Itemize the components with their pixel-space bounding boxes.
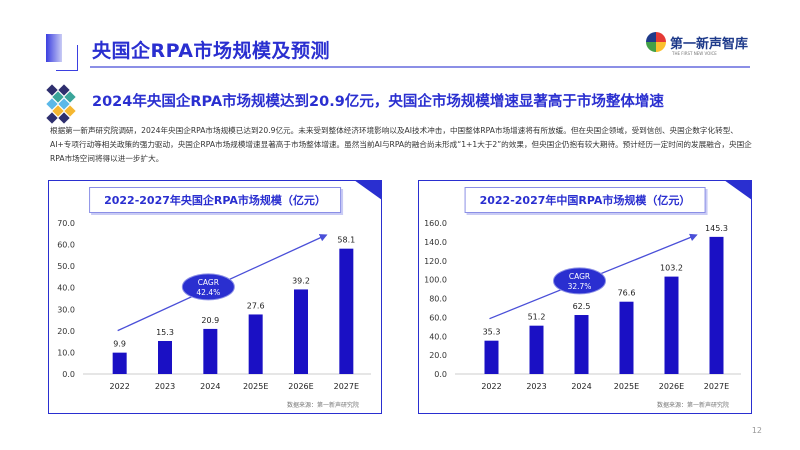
cagr-label: CAGR <box>569 272 590 281</box>
chart-svg: 0.0 10.0 20.0 30.0 40.0 50.0 60.0 70.0 9.9 2022 15… <box>57 219 371 391</box>
bar <box>529 325 544 374</box>
x-tick-label: 2024 <box>200 382 220 391</box>
data-label: 27.6 <box>247 301 265 310</box>
chart-source: 数据来源：第一新声研究院 <box>286 402 359 409</box>
y-tick-label: 140.0 <box>424 238 447 247</box>
x-tick-label: 2025E <box>243 382 268 391</box>
data-label: 76.6 <box>618 289 636 298</box>
bar <box>619 301 634 374</box>
bar <box>248 314 263 374</box>
data-label: 103.2 <box>660 264 683 273</box>
cagr-badge <box>181 273 235 301</box>
logo: 第一新声智库 <box>646 32 748 52</box>
x-tick-label: 2023 <box>526 382 546 391</box>
bar <box>664 276 679 374</box>
y-tick-label: 80.0 <box>429 295 447 304</box>
data-label: 145.3 <box>705 224 728 233</box>
title-decoration-frame <box>56 45 78 71</box>
corner-decoration <box>354 180 382 200</box>
y-tick-label: 20.0 <box>429 351 447 360</box>
chart-panel-soe-rpa: 0.0 10.0 20.0 30.0 40.0 50.0 60.0 70.0 9.9 2022 15… <box>48 180 382 414</box>
x-tick-label: 2022 <box>109 382 129 391</box>
section-subtitle: 2024年央国企RPA市场规模达到20.9亿元，央国企市场规模增速显著高于市场整… <box>92 94 664 110</box>
cagr-label: CAGR <box>198 278 219 287</box>
bar <box>112 352 127 374</box>
chart-panel-china-rpa: 0.0 20.0 40.0 60.0 80.0 100.0 120.0 140.0 160.0 3… <box>418 180 752 414</box>
y-tick-label: 0.0 <box>62 370 75 379</box>
data-label: 35.3 <box>483 328 501 337</box>
y-tick-label: 40.0 <box>57 284 75 293</box>
y-tick-label: 30.0 <box>57 305 75 314</box>
y-tick-label: 160.0 <box>424 219 447 228</box>
y-tick-label: 100.0 <box>424 276 447 285</box>
chart-svg: 0.0 20.0 40.0 60.0 80.0 100.0 120.0 140.0 160.0 3… <box>424 219 741 391</box>
data-label: 9.9 <box>113 340 126 349</box>
chart-title: 2022-2027年央国企RPA市场规模（亿元） <box>89 187 341 213</box>
logo-text: 第一新声智库 <box>670 36 749 52</box>
bar <box>339 248 354 374</box>
chart-source: 数据来源：第一新声研究院 <box>656 402 729 409</box>
y-tick-label: 60.0 <box>429 313 447 322</box>
x-tick-label: 2022 <box>481 382 501 391</box>
cagr-value: 32.7% <box>568 282 592 291</box>
page-number: 12 <box>751 426 762 435</box>
title-decoration <box>46 34 62 62</box>
data-label: 15.3 <box>156 328 174 337</box>
description-paragraph: 根据第一新声研究院调研，2024年央国企RPA市场规模已达到20.9亿元。未来受… <box>50 126 752 163</box>
x-tick-label: 2027E <box>704 382 729 391</box>
bar <box>574 315 589 374</box>
x-tick-label: 2026E <box>659 382 684 391</box>
bar <box>484 340 499 374</box>
data-label: 51.2 <box>528 313 546 322</box>
data-label: 20.9 <box>201 316 219 325</box>
y-tick-label: 10.0 <box>57 348 75 357</box>
logo-icon <box>646 32 666 52</box>
x-tick-label: 2026E <box>288 382 313 391</box>
y-tick-label: 120.0 <box>424 257 447 266</box>
x-tick-label: 2024 <box>571 382 591 391</box>
x-tick-label: 2025E <box>614 382 639 391</box>
logo-subtext: THE FIRST NEW VOICE <box>672 51 717 56</box>
bar <box>158 340 172 374</box>
data-label: 58.1 <box>337 236 355 245</box>
bar <box>709 236 724 374</box>
corner-decoration <box>724 180 752 200</box>
y-tick-label: 50.0 <box>57 262 75 271</box>
bar <box>203 328 218 374</box>
data-label: 62.5 <box>573 302 591 311</box>
x-tick-label: 2023 <box>155 382 175 391</box>
y-tick-label: 70.0 <box>57 219 75 228</box>
cagr-badge <box>553 267 606 295</box>
y-tick-label: 60.0 <box>57 241 75 250</box>
chart-title: 2022-2027年中国RPA市场规模（亿元） <box>464 187 706 213</box>
x-tick-label: 2027E <box>334 382 359 391</box>
page-title: 央国企RPA市场规模及预测 <box>92 40 331 62</box>
data-label: 39.2 <box>292 276 310 285</box>
title-divider <box>90 66 750 68</box>
cagr-value: 42.4% <box>196 288 220 297</box>
bar <box>294 289 308 374</box>
y-tick-label: 20.0 <box>57 327 75 336</box>
y-tick-label: 40.0 <box>429 332 447 341</box>
y-tick-label: 0.0 <box>434 370 447 379</box>
